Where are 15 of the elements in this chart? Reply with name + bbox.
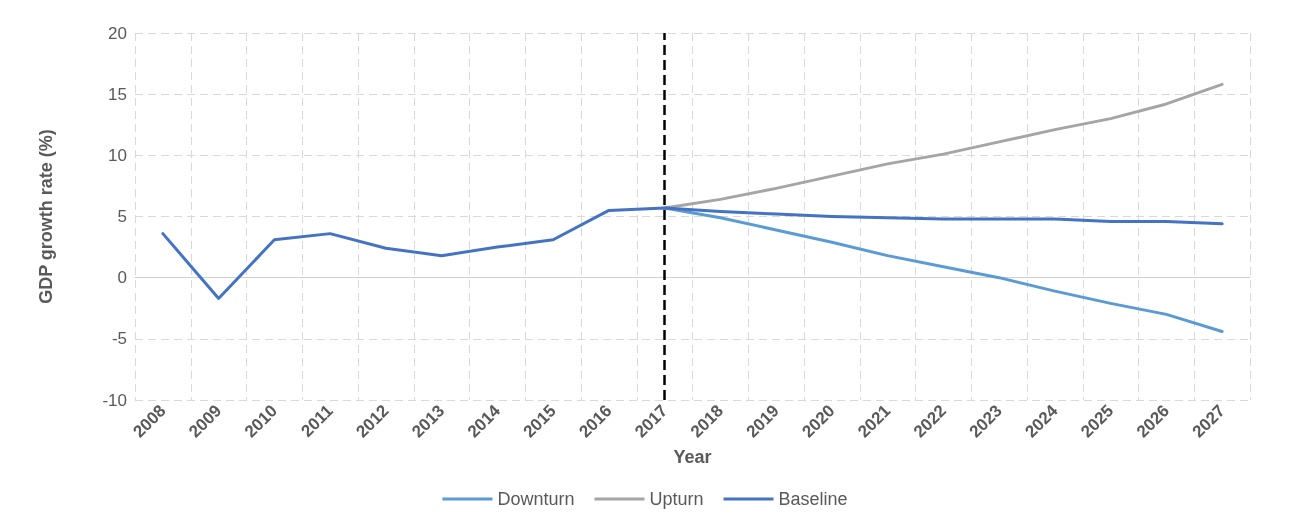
y-tick-label: 15 — [108, 84, 127, 104]
y-axis-title: GDP growth rate (%) — [36, 129, 56, 304]
y-tick-label: -10 — [102, 390, 127, 410]
y-tick-label: 10 — [108, 145, 127, 165]
y-tick-label: 5 — [117, 207, 127, 226]
line-series — [663, 206, 1224, 333]
line-series — [161, 206, 1224, 300]
y-tick-label: 0 — [117, 268, 127, 288]
y-tick-label: -5 — [111, 329, 127, 349]
legend-label: Downturn — [497, 489, 575, 509]
x-axis-title: Year — [673, 446, 712, 467]
y-tick-label: 20 — [108, 23, 127, 43]
legend-label: Baseline — [778, 489, 848, 509]
line-series — [663, 82, 1224, 210]
legend-label: Upturn — [649, 489, 704, 509]
